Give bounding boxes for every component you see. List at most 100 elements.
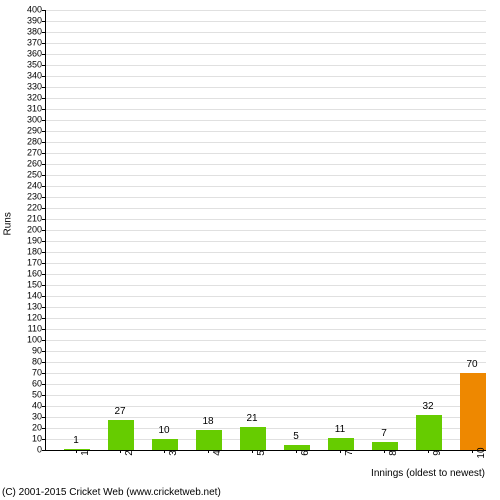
y-tick-label: 190 bbox=[12, 237, 42, 246]
x-tick-label: 8 bbox=[388, 450, 399, 456]
y-tick-label: 170 bbox=[12, 259, 42, 268]
y-tick-label: 260 bbox=[12, 160, 42, 169]
grid-line bbox=[46, 164, 486, 165]
y-tick-mark bbox=[42, 186, 45, 187]
x-tick-label: 6 bbox=[300, 450, 311, 456]
grid-line bbox=[46, 362, 486, 363]
bar bbox=[328, 438, 354, 450]
y-tick-label: 70 bbox=[12, 369, 42, 378]
y-tick-mark bbox=[42, 329, 45, 330]
y-tick-label: 240 bbox=[12, 182, 42, 191]
copyright-text: (C) 2001-2015 Cricket Web (www.cricketwe… bbox=[2, 487, 221, 498]
grid-line bbox=[46, 208, 486, 209]
x-tick-label: 3 bbox=[168, 450, 179, 456]
y-tick-label: 30 bbox=[12, 413, 42, 422]
bar bbox=[152, 439, 178, 450]
grid-line bbox=[46, 98, 486, 99]
y-tick-label: 60 bbox=[12, 380, 42, 389]
y-tick-label: 150 bbox=[12, 281, 42, 290]
grid-line bbox=[46, 43, 486, 44]
y-tick-mark bbox=[42, 351, 45, 352]
x-axis-label: Innings (oldest to newest) bbox=[371, 468, 485, 479]
grid-line bbox=[46, 120, 486, 121]
y-tick-label: 370 bbox=[12, 39, 42, 48]
y-tick-label: 140 bbox=[12, 292, 42, 301]
y-tick-mark bbox=[42, 153, 45, 154]
y-tick-label: 130 bbox=[12, 303, 42, 312]
y-tick-mark bbox=[42, 87, 45, 88]
y-tick-label: 400 bbox=[12, 6, 42, 15]
y-tick-mark bbox=[42, 395, 45, 396]
grid-line bbox=[46, 351, 486, 352]
y-tick-label: 320 bbox=[12, 94, 42, 103]
y-tick-mark bbox=[42, 164, 45, 165]
bar-value-label: 32 bbox=[422, 401, 433, 412]
grid-line bbox=[46, 109, 486, 110]
x-tick-mark bbox=[76, 450, 77, 453]
bar-value-label: 5 bbox=[293, 431, 299, 442]
y-tick-label: 40 bbox=[12, 402, 42, 411]
bar-value-label: 21 bbox=[246, 413, 257, 424]
grid-line bbox=[46, 395, 486, 396]
grid-line bbox=[46, 219, 486, 220]
y-tick-label: 330 bbox=[12, 83, 42, 92]
y-tick-label: 180 bbox=[12, 248, 42, 257]
bar bbox=[196, 430, 222, 450]
y-tick-mark bbox=[42, 10, 45, 11]
y-tick-mark bbox=[42, 296, 45, 297]
y-tick-label: 270 bbox=[12, 149, 42, 158]
x-tick-mark bbox=[428, 450, 429, 453]
grid-line bbox=[46, 10, 486, 11]
y-tick-mark bbox=[42, 406, 45, 407]
grid-line bbox=[46, 274, 486, 275]
y-tick-mark bbox=[42, 230, 45, 231]
y-tick-label: 380 bbox=[12, 28, 42, 37]
grid-line bbox=[46, 21, 486, 22]
x-tick-mark bbox=[208, 450, 209, 453]
y-tick-mark bbox=[42, 131, 45, 132]
grid-line bbox=[46, 87, 486, 88]
y-tick-mark bbox=[42, 274, 45, 275]
y-tick-label: 80 bbox=[12, 358, 42, 367]
y-tick-label: 20 bbox=[12, 424, 42, 433]
bar-value-label: 11 bbox=[335, 424, 345, 435]
y-tick-mark bbox=[42, 307, 45, 308]
y-tick-mark bbox=[42, 428, 45, 429]
y-tick-mark bbox=[42, 54, 45, 55]
y-tick-label: 210 bbox=[12, 215, 42, 224]
y-tick-mark bbox=[42, 76, 45, 77]
grid-line bbox=[46, 197, 486, 198]
bar-value-label: 27 bbox=[114, 406, 125, 417]
y-tick-mark bbox=[42, 219, 45, 220]
x-tick-label: 5 bbox=[256, 450, 267, 456]
chart-container: Runs Innings (oldest to newest) (C) 2001… bbox=[0, 0, 500, 500]
grid-line bbox=[46, 186, 486, 187]
y-tick-label: 160 bbox=[12, 270, 42, 279]
y-tick-label: 200 bbox=[12, 226, 42, 235]
grid-line bbox=[46, 153, 486, 154]
grid-line bbox=[46, 252, 486, 253]
x-tick-label: 2 bbox=[124, 450, 135, 456]
grid-line bbox=[46, 318, 486, 319]
y-tick-mark bbox=[42, 450, 45, 451]
y-tick-mark bbox=[42, 175, 45, 176]
grid-line bbox=[46, 65, 486, 66]
y-tick-mark bbox=[42, 32, 45, 33]
bar bbox=[416, 415, 442, 450]
x-tick-label: 10 bbox=[476, 447, 487, 458]
y-tick-mark bbox=[42, 241, 45, 242]
grid-line bbox=[46, 54, 486, 55]
y-tick-mark bbox=[42, 208, 45, 209]
bar-value-label: 1 bbox=[73, 435, 79, 446]
bar-value-label: 70 bbox=[466, 359, 477, 370]
y-tick-mark bbox=[42, 65, 45, 66]
bar bbox=[108, 420, 134, 450]
bar-value-label: 10 bbox=[158, 425, 169, 436]
y-tick-mark bbox=[42, 340, 45, 341]
y-tick-mark bbox=[42, 384, 45, 385]
y-tick-mark bbox=[42, 120, 45, 121]
x-tick-mark bbox=[296, 450, 297, 453]
y-tick-mark bbox=[42, 142, 45, 143]
y-tick-label: 0 bbox=[12, 446, 42, 455]
grid-line bbox=[46, 142, 486, 143]
